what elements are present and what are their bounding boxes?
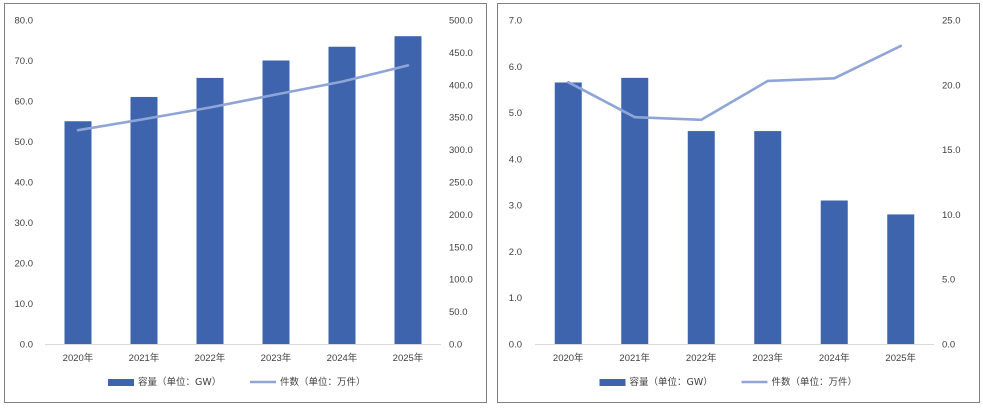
legend-label-bar: 容量（单位：GW） bbox=[630, 376, 713, 388]
chart-panel-right: 0.0 1.0 2.0 3.0 4.0 5.0 6.0 7.0 0.0 5.0 10.0 15.0 20… bbox=[497, 3, 980, 403]
legend-label-bar: 容量（单位：GW） bbox=[138, 376, 221, 388]
bar-3 bbox=[196, 77, 224, 344]
y-left-tick-label: 30.0 bbox=[15, 218, 34, 229]
x-category-label: 2022年 bbox=[195, 352, 226, 364]
y-right-tick-label: 400.0 bbox=[449, 80, 473, 91]
y-left-tick-label: 5.0 bbox=[509, 108, 522, 119]
x-category-label: 2020年 bbox=[553, 352, 584, 364]
y-right-tick-label: 10.0 bbox=[942, 210, 961, 221]
bar-5 bbox=[820, 200, 848, 344]
y-right-tick-label: 0.0 bbox=[942, 340, 955, 351]
chart-left: 0.0 10.0 20.0 30.0 40.0 50.0 60.0 70.0 80.0 0.0 50… bbox=[15, 16, 473, 389]
x-category-label: 2021年 bbox=[129, 352, 160, 364]
bar-4 bbox=[754, 131, 782, 344]
y-left-tick-label: 70.0 bbox=[15, 56, 34, 67]
y-right-tick-label: 0.0 bbox=[449, 340, 462, 351]
bar-3 bbox=[687, 131, 715, 344]
legend-swatch-bar bbox=[108, 379, 134, 386]
bar-6 bbox=[887, 214, 915, 344]
y-right-tick-label: 15.0 bbox=[942, 145, 961, 156]
x-category-label: 2022年 bbox=[686, 352, 717, 364]
y-right-tick-label: 200.0 bbox=[449, 210, 473, 221]
y-right-tick-label: 250.0 bbox=[449, 178, 473, 189]
x-category-label: 2020年 bbox=[63, 352, 94, 364]
line-series bbox=[76, 64, 410, 132]
y-right-tick-label: 100.0 bbox=[449, 275, 473, 286]
y-left-tick-label: 3.0 bbox=[509, 201, 522, 212]
bar-5 bbox=[328, 46, 356, 344]
y-right-tick-label: 25.0 bbox=[942, 16, 961, 27]
x-category-label: 2025年 bbox=[885, 352, 916, 364]
bar-6 bbox=[394, 36, 422, 344]
x-category-label: 2021年 bbox=[619, 352, 650, 364]
y-left-tick-label: 6.0 bbox=[509, 62, 522, 73]
y-left-tick-label: 0.0 bbox=[509, 340, 522, 351]
chart-panel-left: 0.0 10.0 20.0 30.0 40.0 50.0 60.0 70.0 80.0 0.0 50… bbox=[4, 3, 487, 403]
bar-1 bbox=[554, 82, 582, 344]
y-left-tick-label: 50.0 bbox=[15, 137, 34, 148]
x-category-label: 2023年 bbox=[752, 352, 783, 364]
x-category-label: 2023年 bbox=[261, 352, 292, 364]
y-right-tick-label: 500.0 bbox=[449, 16, 473, 27]
bar-2 bbox=[130, 96, 158, 344]
y-right-tick-label: 350.0 bbox=[449, 113, 473, 124]
line-series bbox=[567, 44, 903, 122]
y-left-tick-label: 60.0 bbox=[15, 97, 34, 108]
x-category-label: 2025年 bbox=[393, 352, 424, 364]
x-category-label: 2024年 bbox=[819, 352, 850, 364]
chart-right: 0.0 1.0 2.0 3.0 4.0 5.0 6.0 7.0 0.0 5.0 10.0 15.0 20… bbox=[509, 16, 961, 389]
y-left-tick-label: 40.0 bbox=[15, 178, 34, 189]
bar-1 bbox=[64, 121, 92, 344]
y-left-tick-label: 4.0 bbox=[509, 154, 522, 165]
y-left-tick-label: 7.0 bbox=[509, 16, 522, 27]
y-left-tick-label: 10.0 bbox=[15, 299, 34, 310]
y-right-tick-label: 150.0 bbox=[449, 242, 473, 253]
y-right-tick-label: 20.0 bbox=[942, 80, 961, 91]
y-left-tick-label: 80.0 bbox=[15, 16, 34, 27]
y-right-tick-label: 50.0 bbox=[449, 307, 468, 318]
y-left-tick-label: 1.0 bbox=[509, 293, 522, 304]
legend-swatch-bar bbox=[599, 379, 626, 386]
y-left-tick-label: 20.0 bbox=[15, 259, 34, 270]
legend-label-line: 件数（单位：万件） bbox=[772, 376, 858, 388]
x-category-label: 2024年 bbox=[327, 352, 358, 364]
bar-4 bbox=[262, 60, 290, 344]
legend: 容量（单位：GW） 件数（单位：万件） bbox=[108, 376, 366, 388]
y-right-tick-label: 5.0 bbox=[942, 275, 955, 286]
y-right-tick-label: 450.0 bbox=[449, 48, 473, 59]
y-right-tick-label: 300.0 bbox=[449, 145, 473, 156]
y-left-tick-label: 2.0 bbox=[509, 247, 522, 258]
legend-label-line: 件数（单位：万件） bbox=[280, 376, 366, 388]
legend: 容量（单位：GW） 件数（单位：万件） bbox=[599, 376, 858, 388]
bar-2 bbox=[621, 77, 649, 344]
y-left-tick-label: 0.0 bbox=[20, 340, 33, 351]
